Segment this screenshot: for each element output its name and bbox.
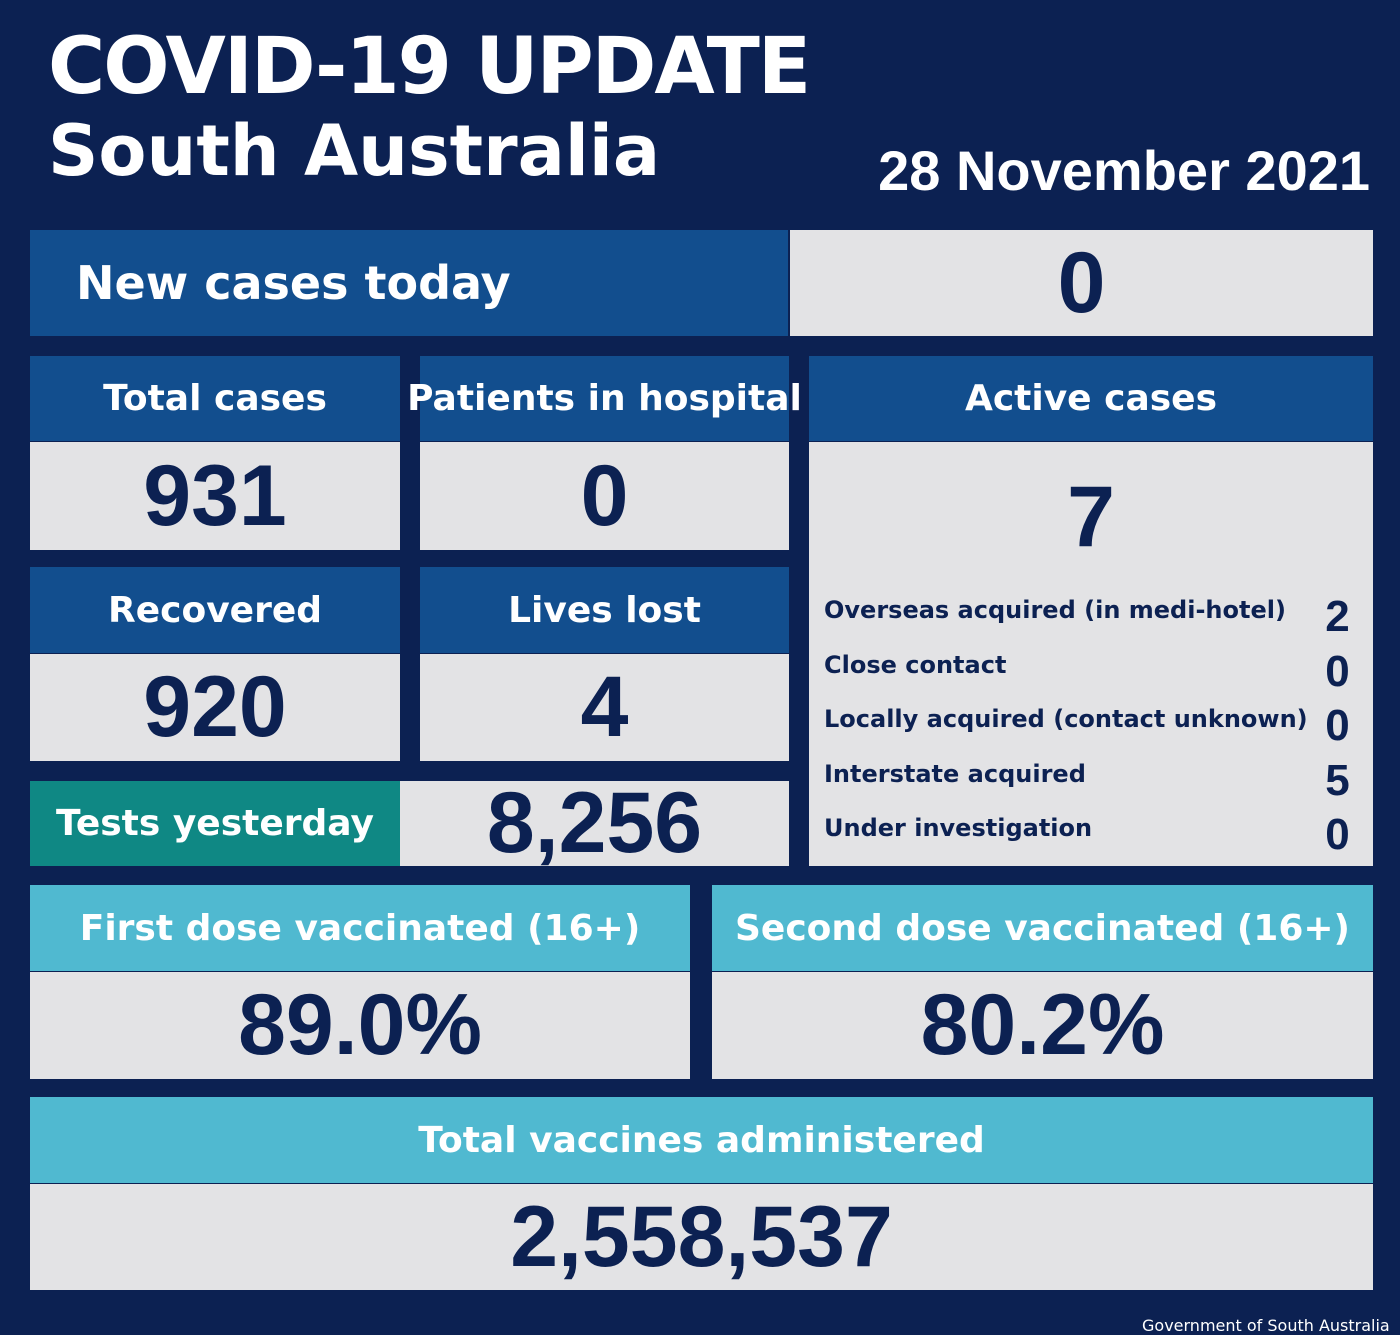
- breakdown-label: Locally acquired (contact unknown): [824, 705, 1308, 733]
- new-cases-value: 0: [790, 230, 1373, 336]
- breakdown-value: 2: [1325, 592, 1350, 641]
- recovered-label: Recovered: [30, 567, 400, 653]
- breakdown-label: Overseas acquired (in medi-hotel): [824, 596, 1286, 624]
- first-dose-label: First dose vaccinated (16+): [30, 885, 690, 971]
- hospital-value: 0: [420, 442, 789, 550]
- date: 28 November 2021: [878, 139, 1370, 202]
- footer: Government of South Australia: [1142, 1316, 1390, 1335]
- total-vaccines-value: 2,558,537: [30, 1184, 1373, 1290]
- hospital-label: Patients in hospital: [407, 356, 802, 441]
- new-cases-label: New cases today: [30, 230, 788, 336]
- lives-lost-value: 4: [420, 654, 789, 761]
- recovered-value: 920: [30, 654, 400, 761]
- tests-value: 8,256: [400, 775, 789, 871]
- total-vaccines-label: Total vaccines administered: [30, 1097, 1373, 1183]
- subtitle: South Australia: [48, 110, 661, 192]
- second-dose-value: 80.2%: [712, 972, 1373, 1079]
- active-label: Active cases: [809, 356, 1373, 441]
- breakdown-value: 0: [1325, 701, 1350, 750]
- total-cases-label: Total cases: [30, 356, 400, 441]
- breakdown-value: 5: [1325, 755, 1350, 805]
- lives-lost-label: Lives lost: [420, 567, 789, 653]
- breakdown-label: Interstate acquired: [824, 759, 1086, 788]
- active-value: 7: [1067, 468, 1115, 565]
- total-cases-value: 931: [30, 442, 400, 550]
- breakdown-label: Under investigation: [824, 814, 1093, 842]
- title: COVID-19 UPDATE: [48, 22, 811, 112]
- breakdown-value: 0: [1325, 646, 1350, 696]
- breakdown-label: Close contact: [824, 650, 1007, 679]
- second-dose-label: Second dose vaccinated (16+): [712, 885, 1373, 971]
- active-panel: [809, 442, 1373, 866]
- breakdown-value: 0: [1325, 810, 1350, 859]
- tests-label: Tests yesterday: [30, 781, 400, 866]
- first-dose-value: 89.0%: [30, 972, 690, 1079]
